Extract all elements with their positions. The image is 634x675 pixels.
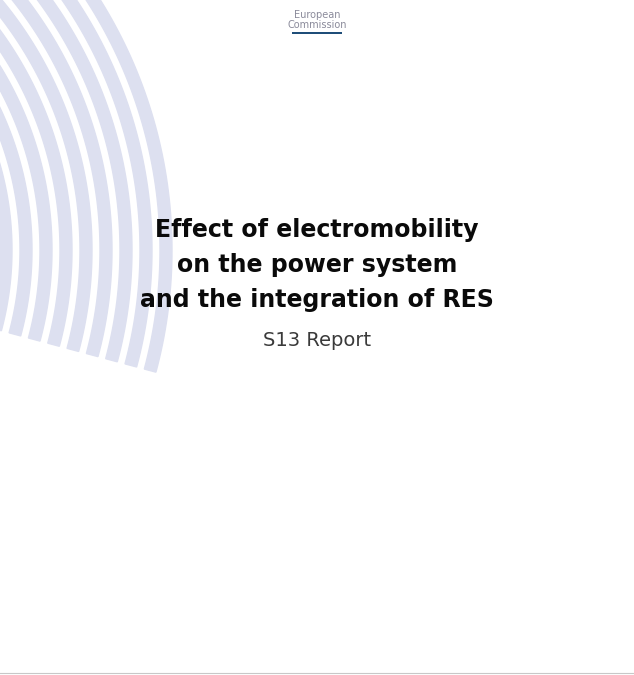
Polygon shape bbox=[0, 0, 172, 372]
Text: Effect of electromobility: Effect of electromobility bbox=[155, 218, 479, 242]
Polygon shape bbox=[0, 0, 32, 336]
Text: European: European bbox=[294, 10, 340, 20]
Text: and the integration of RES: and the integration of RES bbox=[140, 288, 494, 312]
Polygon shape bbox=[0, 0, 112, 356]
Polygon shape bbox=[0, 0, 92, 352]
Text: on the power system: on the power system bbox=[177, 253, 457, 277]
Polygon shape bbox=[0, 0, 52, 341]
Polygon shape bbox=[0, 0, 72, 346]
Polygon shape bbox=[0, 0, 152, 367]
Polygon shape bbox=[0, 0, 132, 362]
Text: Commission: Commission bbox=[287, 20, 347, 30]
Text: S13 Report: S13 Report bbox=[263, 331, 371, 350]
Bar bbox=[292, 32, 342, 34]
Polygon shape bbox=[0, 0, 12, 331]
